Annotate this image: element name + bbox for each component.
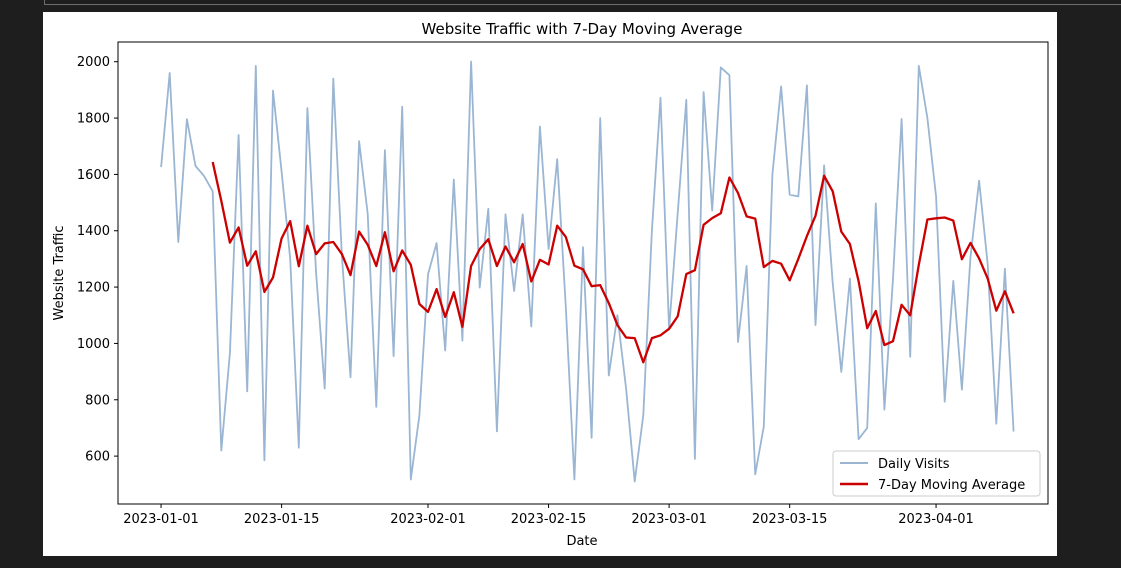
x-tick-label: 2023-01-01: [123, 512, 199, 527]
chart-figure: Website Traffic with 7-Day Moving Averag…: [43, 12, 1057, 556]
y-tick-label: 1200: [77, 281, 110, 296]
y-tick-label: 1800: [77, 112, 110, 127]
x-tick-label: 2023-03-01: [631, 512, 707, 527]
legend-label-moving-average: 7-Day Moving Average: [878, 478, 1025, 493]
y-tick-label: 800: [85, 393, 110, 408]
chart-svg: Website Traffic with 7-Day Moving Averag…: [52, 20, 1049, 549]
legend-box: [832, 450, 1041, 497]
x-tick-label: 2023-01-15: [244, 512, 320, 527]
x-tick-label: 2023-02-15: [511, 512, 587, 527]
y-tick-label: 2000: [77, 55, 110, 70]
chart-title: Website Traffic with 7-Day Moving Averag…: [422, 20, 743, 38]
y-tick-label: 1400: [77, 224, 110, 239]
series-layer: [160, 60, 1015, 483]
y-axis-label: Website Traffic: [52, 225, 67, 320]
legend: Daily Visits 7-Day Moving Average: [832, 450, 1041, 497]
series-line-daily-visits: [160, 60, 1015, 483]
x-axis: 2023-01-01 2023-01-15 2023-02-01 2023-02-15…: [123, 504, 974, 527]
x-axis-label: Date: [566, 534, 597, 549]
x-tick-label: 2023-02-01: [390, 512, 466, 527]
y-tick-label: 600: [85, 450, 110, 465]
plot-area-frame: [117, 41, 1049, 505]
x-tick-label: 2023-03-15: [752, 512, 828, 527]
x-tick-label: 2023-04-01: [898, 512, 974, 527]
legend-label-daily-visits: Daily Visits: [878, 457, 950, 472]
y-axis: 600 800 1000 1200 1400 1600 1800 2000: [77, 55, 118, 465]
y-tick-label: 1000: [77, 337, 110, 352]
window-frame-edge: [44, 0, 1121, 5]
series-line-7-day-moving-average: [211, 161, 1015, 364]
y-tick-label: 1600: [77, 168, 110, 183]
